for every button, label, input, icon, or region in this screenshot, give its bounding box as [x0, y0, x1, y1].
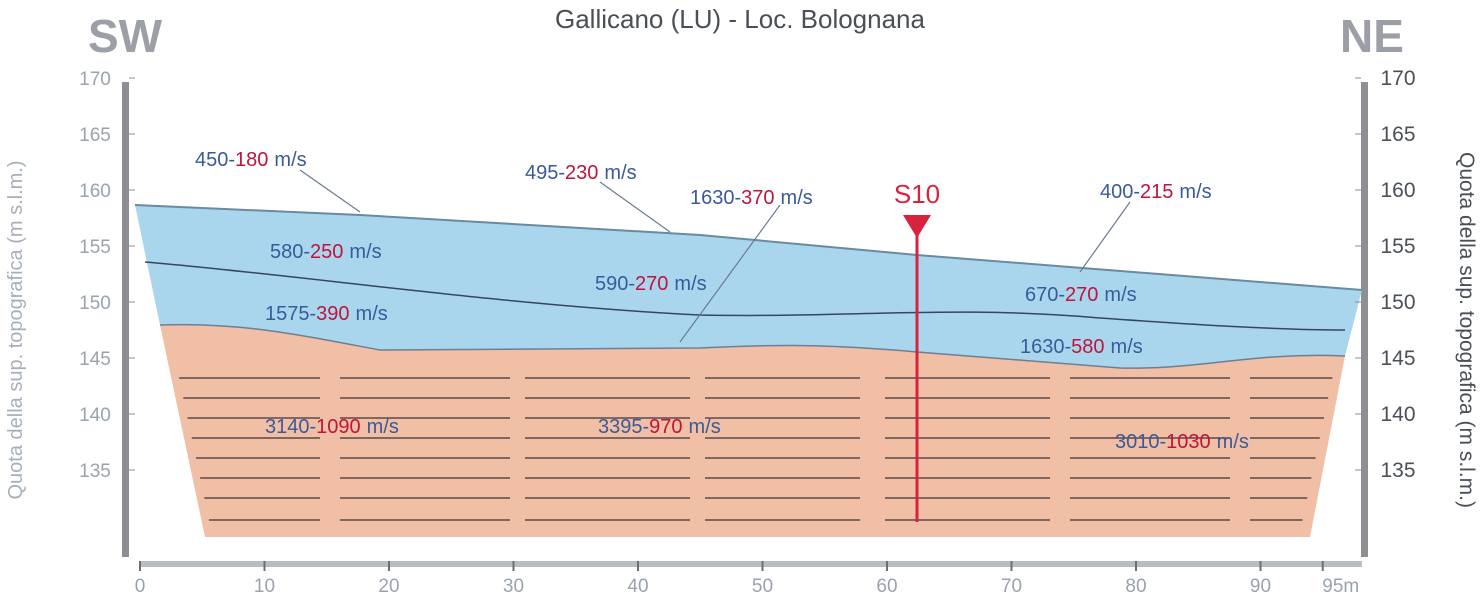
x-tick-label: 40 [627, 576, 648, 597]
y-tick-label-left: 160 [79, 181, 111, 202]
borehole-marker [903, 215, 931, 238]
x-tick-label: 70 [1001, 576, 1022, 597]
velocity-label: 1575-390 m/s [265, 303, 388, 325]
cross-section: Gallicano (LU) - Loc. Bolognana SW NE Qu… [0, 0, 1481, 603]
y-tick-label-left: 170 [79, 69, 111, 90]
velocity-label: 590-270 m/s [595, 273, 707, 295]
y-tick-label-left: 135 [79, 461, 111, 482]
y-tick-label-right: 160 [1380, 179, 1415, 202]
x-tick-label: 30 [503, 576, 524, 597]
velocity-label: 580-250 m/s [270, 241, 382, 263]
y-tick-label-right: 170 [1380, 67, 1415, 90]
y-tick-label-left: 155 [79, 237, 111, 258]
vs: 390 [316, 303, 349, 325]
y-tick-label-right: 165 [1380, 123, 1415, 146]
unit: m/s [274, 149, 306, 171]
unit: m/s [367, 416, 399, 438]
velocity-label: 495-230 m/s [525, 162, 637, 184]
y-tick-label-right: 145 [1380, 347, 1415, 370]
vs: 270 [1065, 284, 1098, 306]
unit: m/s [1179, 181, 1211, 203]
unit: m/s [674, 273, 706, 295]
y-tick-label-right: 135 [1380, 459, 1415, 482]
x-tick-label: 50 [752, 576, 773, 597]
x-tick-label: 95m [1322, 576, 1359, 597]
title: Gallicano (LU) - Loc. Bolognana [555, 4, 926, 34]
vp: 580- [270, 241, 310, 263]
unit: m/s [1104, 284, 1136, 306]
unit: m/s [1217, 431, 1249, 453]
borehole-label: S10 [894, 179, 940, 209]
x-tick-label: 80 [1125, 576, 1146, 597]
vp: 1630- [1020, 336, 1071, 358]
right-axis-bar [1361, 82, 1368, 557]
x-tick-label: 0 [135, 576, 146, 597]
vs: 970 [649, 416, 682, 438]
unit: m/s [781, 187, 813, 209]
velocity-label: 3140-1090 m/s [265, 416, 399, 438]
vs: 270 [635, 273, 668, 295]
x-tick-label: 10 [254, 576, 275, 597]
vp: 1630- [690, 187, 741, 209]
y-tick-label-right: 140 [1380, 403, 1415, 426]
velocity-label: 1630-370 m/s [690, 187, 813, 209]
vs: 370 [741, 187, 774, 209]
orientation-right: NE [1340, 10, 1404, 62]
unit: m/s [349, 241, 381, 263]
vs: 1030 [1166, 431, 1211, 453]
vs: 180 [235, 149, 268, 171]
x-tick-label: 90 [1250, 576, 1271, 597]
vp: 3010- [1115, 431, 1166, 453]
velocity-label: 3010-1030 m/s [1115, 431, 1249, 453]
left-axis-bar [122, 82, 129, 557]
unit: m/s [1111, 336, 1143, 358]
vp: 1575- [265, 303, 316, 325]
velocity-label: 450-180 m/s [195, 149, 307, 171]
axis-title-left: Quota della sup. topografica (m s.l.m.) [5, 160, 27, 499]
vp: 670- [1025, 284, 1065, 306]
vs: 215 [1140, 181, 1173, 203]
x-tick-label: 20 [378, 576, 399, 597]
y-tick-label-left: 165 [79, 125, 111, 146]
velocity-label: 3395-970 m/s [598, 416, 721, 438]
vp: 590- [595, 273, 635, 295]
velocity-label: 670-270 m/s [1025, 284, 1137, 306]
x-tick-label: 60 [876, 576, 897, 597]
y-tick-label-left: 150 [79, 293, 111, 314]
vp: 495- [525, 162, 565, 184]
vs: 580 [1071, 336, 1104, 358]
unit: m/s [689, 416, 721, 438]
y-tick-label-left: 140 [79, 405, 111, 426]
vs: 230 [565, 162, 598, 184]
vp: 450- [195, 149, 235, 171]
axis-title-right: Quota della sup. topografica (m s.l.m.) [1455, 152, 1478, 508]
unit: m/s [604, 162, 636, 184]
vs: 1090 [316, 416, 361, 438]
unit: m/s [356, 303, 388, 325]
y-tick-label-right: 155 [1380, 235, 1415, 258]
scale-bar [140, 561, 1362, 567]
y-tick-label-left: 145 [79, 349, 111, 370]
velocity-label: 1630-580 m/s [1020, 336, 1143, 358]
vp: 400- [1100, 181, 1140, 203]
vp: 3140- [265, 416, 316, 438]
y-tick-label-right: 150 [1380, 291, 1415, 314]
velocity-label: 400-215 m/s [1100, 181, 1212, 203]
orientation-left: SW [88, 10, 163, 62]
vs: 250 [310, 241, 343, 263]
vp: 3395- [598, 416, 649, 438]
